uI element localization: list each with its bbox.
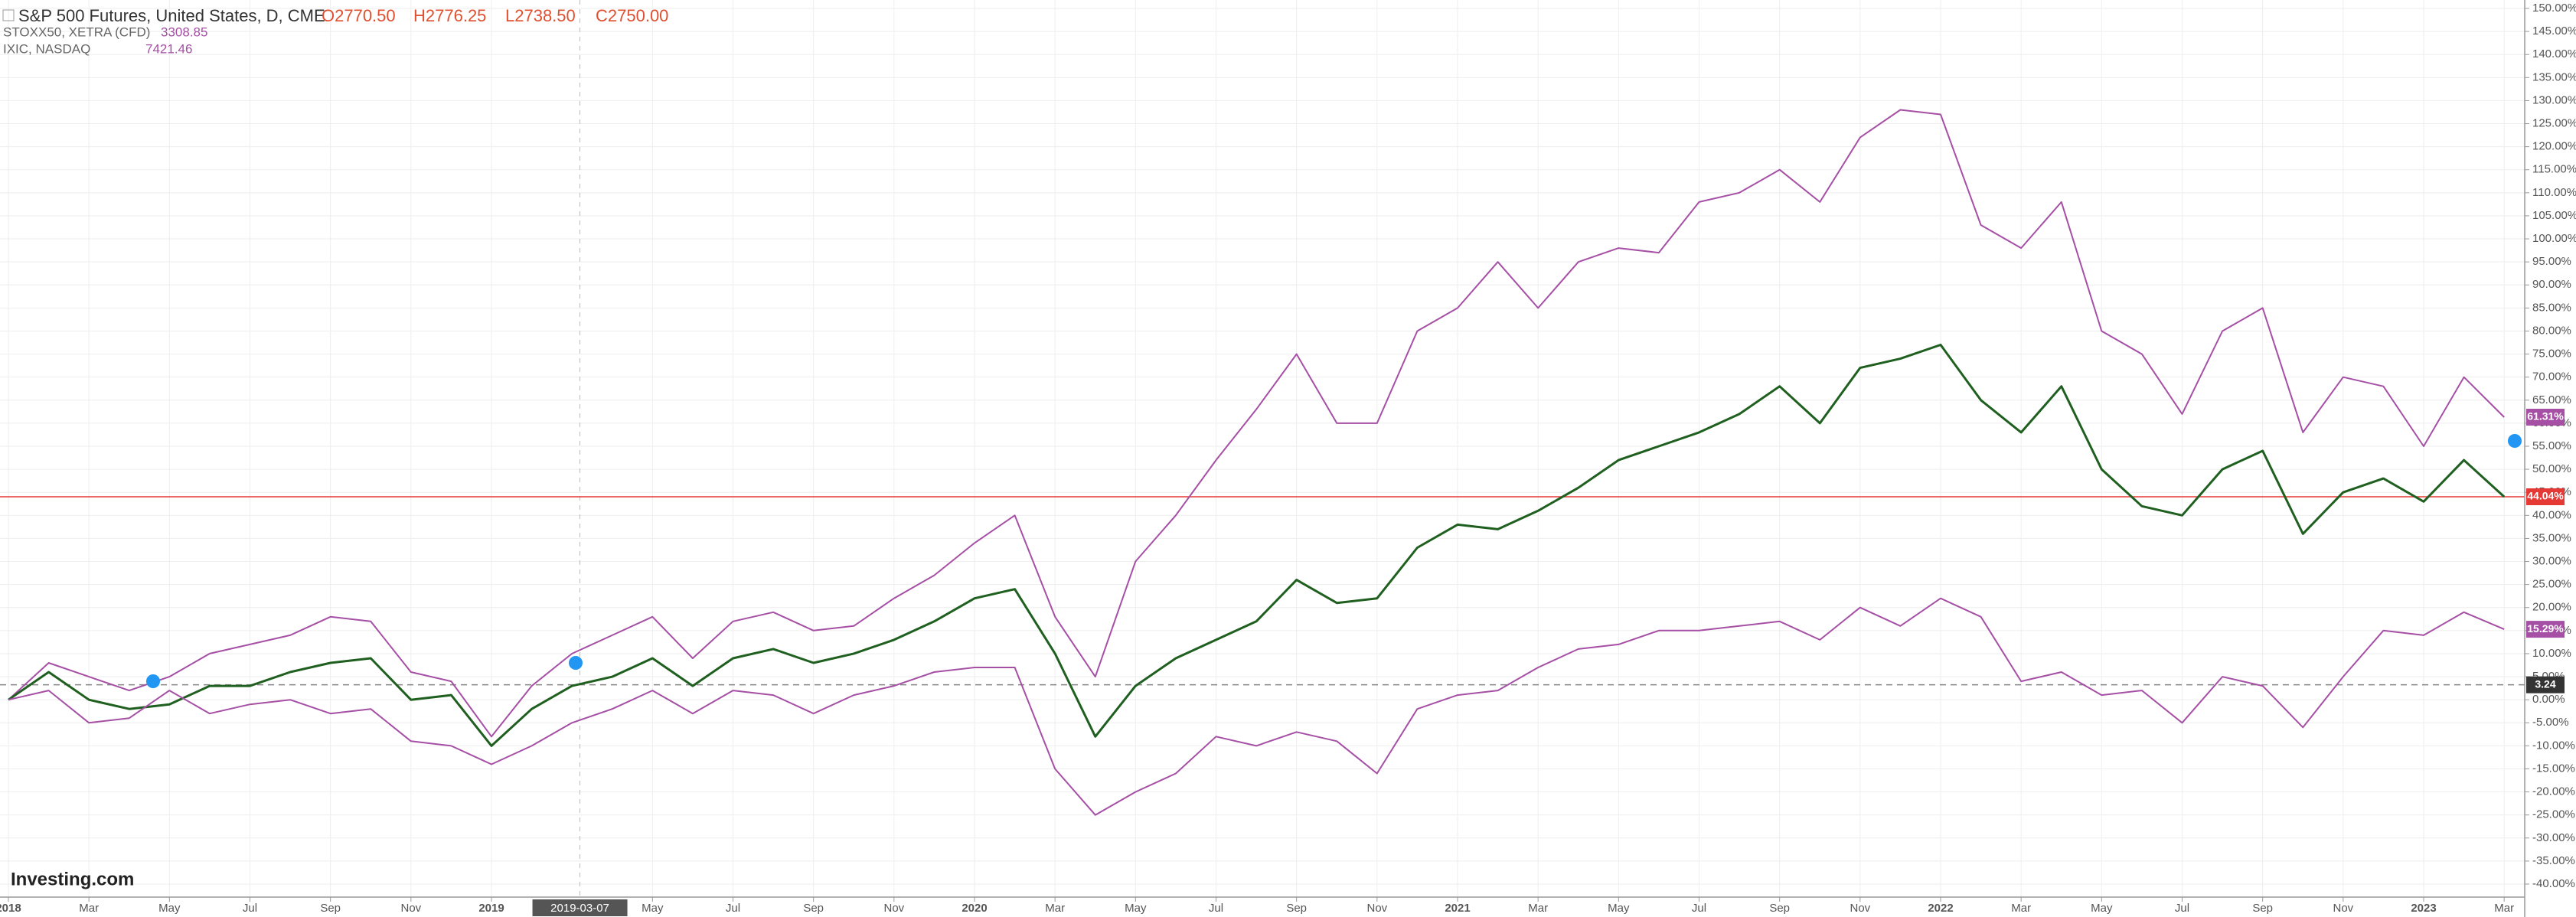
- y-tick-label: 55.00%: [2532, 439, 2571, 452]
- x-tick-label: May: [642, 902, 664, 915]
- price-tag-label: 44.04%: [2527, 490, 2564, 502]
- grid: [0, 0, 2525, 897]
- series-line: [8, 109, 2505, 738]
- y-tick-label: 65.00%: [2532, 393, 2571, 406]
- y-tick-label: 135.00%: [2532, 70, 2576, 83]
- y-tick-label: 120.00%: [2532, 140, 2576, 153]
- y-tick-label: 110.00%: [2532, 186, 2576, 199]
- crosshair-label-bg: [532, 899, 628, 916]
- y-tick-label: 75.00%: [2532, 348, 2571, 361]
- price-tag: [2526, 676, 2565, 693]
- series-line: [8, 597, 2505, 816]
- event-icon[interactable]: [146, 674, 160, 688]
- x-tick-label: May: [1125, 902, 1147, 915]
- x-tick-label: May: [1608, 902, 1630, 915]
- plot: [0, 109, 2525, 816]
- y-tick-label: -5.00%: [2532, 716, 2569, 729]
- series-end-label: 61.31%: [2527, 410, 2564, 423]
- y-tick-label: 20.00%: [2532, 601, 2571, 614]
- y-tick-label: -15.00%: [2532, 762, 2575, 775]
- x-tick-label: 2020: [962, 902, 987, 915]
- x-tick-label: Jul: [1692, 902, 1706, 915]
- x-tick-label: Jul: [726, 902, 740, 915]
- series-end-tag: [2526, 621, 2565, 638]
- series-line: [8, 344, 2506, 747]
- price-tag: [2526, 488, 2565, 505]
- y-tick-label: 80.00%: [2532, 324, 2571, 337]
- y-tick-label: -20.00%: [2532, 785, 2575, 798]
- y-tick-label: -35.00%: [2532, 854, 2575, 867]
- x-tick-label: Sep: [1769, 902, 1790, 915]
- ohlc-low: L2738.50: [505, 6, 576, 25]
- y-tick-label: 0.00%: [2532, 693, 2565, 706]
- y-tick-label: 50.00%: [2532, 462, 2571, 475]
- y-tick-label: 10.00%: [2532, 647, 2571, 660]
- x-tick-label: Mar: [1045, 902, 1065, 915]
- x-tick-label: Nov: [2333, 902, 2353, 915]
- ohlc-high: H2776.25: [413, 6, 486, 25]
- y-tick-label: 90.00%: [2532, 278, 2571, 291]
- y-tick-label: -30.00%: [2532, 831, 2575, 844]
- x-tick-label: 2022: [1928, 902, 1953, 915]
- y-tick-label: 25.00%: [2532, 578, 2571, 591]
- legend: S&P 500 Futures, United States, D, CME O…: [2, 6, 668, 56]
- x-tick-label: Nov: [1366, 902, 1387, 915]
- y-tick-label: 85.00%: [2532, 301, 2571, 314]
- x-tick-label: May: [2091, 902, 2113, 915]
- x-tick-label: Mar: [2494, 902, 2514, 915]
- crosshair-label: 2019-03-07: [550, 902, 609, 915]
- x-tick-label: 2021: [1445, 902, 1470, 915]
- x-tick-label: Nov: [1850, 902, 1870, 915]
- y-tick-label: 70.00%: [2532, 370, 2571, 383]
- price-tag-label: 3.24: [2535, 677, 2555, 690]
- compare-price: 7421.46: [145, 41, 192, 56]
- x-tick-label: Nov: [883, 902, 904, 915]
- x-tick-label: Sep: [2252, 902, 2273, 915]
- x-tick-label: 2019: [478, 902, 504, 915]
- x-tick-label: Jul: [1209, 902, 1223, 915]
- y-tick-label: 35.00%: [2532, 531, 2571, 544]
- compare-price: 3308.85: [161, 24, 207, 39]
- ohlc-close: C2750.00: [596, 6, 668, 25]
- x-tick-label: 2023: [2411, 902, 2436, 915]
- x-tick-label: Nov: [400, 902, 421, 915]
- compare-name: STOXX50, XETRA (CFD): [3, 24, 150, 39]
- y-tick-label: 95.00%: [2532, 255, 2571, 268]
- y-tick-label: 30.00%: [2532, 554, 2571, 567]
- x-tick-label: Sep: [803, 902, 824, 915]
- x-tick-label: 2018: [0, 902, 21, 915]
- ohlc-open: O2770.50: [322, 6, 396, 25]
- compare-name: IXIC, NASDAQ: [3, 41, 90, 56]
- x-tick-label: May: [158, 902, 181, 915]
- x-tick-label: Jul: [243, 902, 257, 915]
- y-tick-label: 150.00%: [2532, 2, 2576, 15]
- x-tick-label: Mar: [2011, 902, 2031, 915]
- y-tick-label: 115.00%: [2532, 163, 2576, 176]
- x-tick-label: Mar: [1528, 902, 1548, 915]
- x-tick-label: Sep: [1286, 902, 1307, 915]
- event-icon[interactable]: [569, 656, 583, 670]
- series-end-label: 15.29%: [2527, 622, 2564, 635]
- x-tick-label: Sep: [320, 902, 341, 915]
- y-tick-label: 140.00%: [2532, 47, 2576, 60]
- legend-title: S&P 500 Futures, United States, D, CME: [18, 6, 325, 25]
- y-tick-label: 130.00%: [2532, 93, 2576, 106]
- y-tick-label: -25.00%: [2532, 808, 2575, 821]
- collapse-icon[interactable]: [2, 9, 15, 21]
- y-tick-label: -40.00%: [2532, 877, 2575, 890]
- y-tick-label: -10.00%: [2532, 739, 2575, 752]
- logo: Investing.com: [11, 869, 134, 889]
- y-tick-label: 105.00%: [2532, 209, 2576, 222]
- y-tick-label: 40.00%: [2532, 508, 2571, 521]
- y-tick-label: 125.00%: [2532, 116, 2576, 129]
- y-tick-label: 145.00%: [2532, 24, 2576, 38]
- x-tick-label: Jul: [2175, 902, 2189, 915]
- series-end-tag: [2526, 409, 2565, 426]
- event-icon[interactable]: [2508, 434, 2522, 448]
- y-tick-label: 100.00%: [2532, 232, 2576, 245]
- x-tick-label: Mar: [79, 902, 99, 915]
